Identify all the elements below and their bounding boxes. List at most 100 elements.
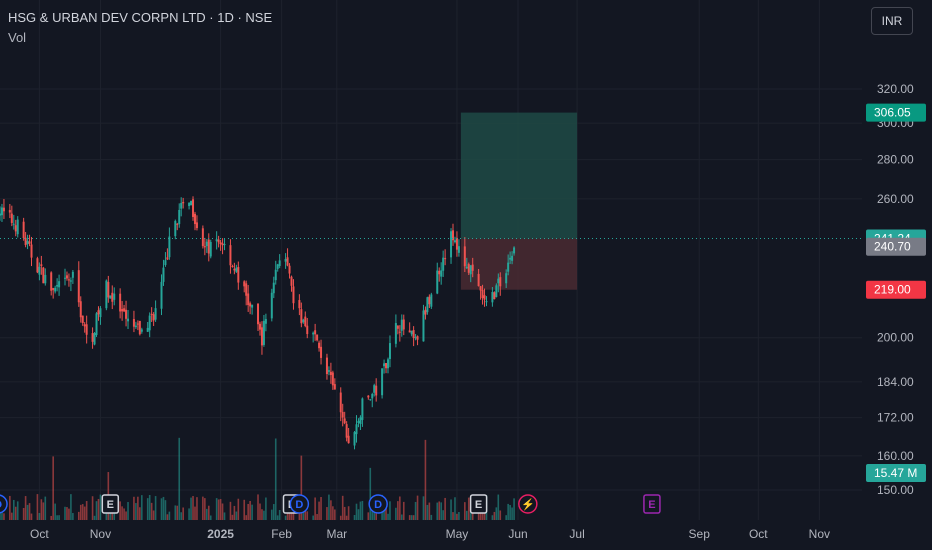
candle-body bbox=[385, 362, 388, 369]
event-marker-label: D bbox=[374, 499, 382, 511]
price-label-target-text: 306.05 bbox=[874, 106, 911, 120]
candle-body bbox=[471, 264, 474, 271]
volume-bar bbox=[12, 499, 15, 520]
candle-body bbox=[79, 301, 82, 318]
price-axis[interactable]: 320.00300.00280.00260.00200.00184.00172.… bbox=[866, 82, 926, 497]
event-marker-label: E bbox=[648, 499, 655, 511]
volume-bar bbox=[328, 494, 330, 520]
volume-bar bbox=[493, 511, 496, 520]
candle-body bbox=[284, 259, 287, 262]
volume-bar bbox=[245, 515, 247, 520]
dividend-marker bbox=[368, 494, 388, 514]
currency-button[interactable]: INR bbox=[871, 7, 913, 35]
volume-bar bbox=[300, 455, 303, 520]
candle-body bbox=[245, 283, 248, 296]
volume-bar bbox=[85, 501, 88, 520]
event-marker-label: ⚡ bbox=[521, 498, 535, 511]
volume-bar bbox=[367, 512, 370, 520]
candle-body bbox=[396, 325, 399, 329]
x-tick-label: Feb bbox=[271, 527, 292, 541]
candle-body bbox=[302, 319, 305, 323]
volume-bar bbox=[456, 513, 458, 520]
volume-bar bbox=[125, 511, 127, 520]
candle-body bbox=[477, 273, 480, 287]
volume-bar bbox=[58, 515, 60, 520]
volume-bar bbox=[150, 502, 153, 520]
volume-bar bbox=[135, 503, 137, 520]
candle-body bbox=[513, 247, 516, 254]
chart-title: HSG & URBAN DEV CORPN LTD · 1D · NSE bbox=[8, 10, 273, 25]
candle-body bbox=[426, 297, 429, 313]
position-tool[interactable] bbox=[460, 112, 578, 290]
volume-bar bbox=[259, 503, 261, 520]
candle-body bbox=[22, 221, 25, 238]
volume-bar bbox=[357, 509, 360, 520]
candle-body bbox=[231, 265, 234, 267]
x-tick-label: Oct bbox=[30, 527, 49, 541]
volume-bar bbox=[160, 498, 163, 520]
candle-body bbox=[345, 424, 348, 438]
volume-bar bbox=[513, 498, 515, 520]
candle-body bbox=[410, 330, 413, 335]
volume-bar bbox=[316, 514, 318, 520]
event-markers[interactable]: DEEDDE⚡E bbox=[0, 494, 661, 514]
candle-body bbox=[166, 257, 169, 260]
candle-body bbox=[430, 294, 433, 307]
candle-body bbox=[495, 285, 498, 297]
volume-indicator-label[interactable]: Vol bbox=[8, 30, 27, 45]
x-tick-label: Oct bbox=[749, 527, 768, 541]
volume-bar bbox=[152, 510, 155, 520]
candlesticks[interactable] bbox=[0, 196, 516, 450]
candle-body bbox=[138, 320, 141, 335]
candle-body bbox=[312, 332, 315, 335]
volume-bar bbox=[387, 513, 389, 520]
volume-bar bbox=[286, 512, 289, 520]
event-marker-label: E bbox=[107, 499, 114, 511]
price-label-target bbox=[866, 103, 926, 122]
volume-bar bbox=[410, 515, 413, 520]
candle-body bbox=[28, 241, 31, 244]
candle-body bbox=[123, 308, 126, 312]
volume-bar bbox=[26, 504, 29, 520]
volume-bar bbox=[235, 511, 238, 520]
volume-bar bbox=[408, 515, 411, 520]
volume-bar bbox=[11, 512, 13, 520]
volume-bar bbox=[345, 515, 348, 520]
candle-body bbox=[298, 300, 301, 309]
candle-body bbox=[235, 267, 238, 272]
candle-body bbox=[333, 384, 336, 390]
volume-bar bbox=[326, 507, 328, 520]
candle-body bbox=[83, 324, 86, 327]
volume-bar bbox=[123, 508, 125, 520]
candle-body bbox=[288, 265, 291, 274]
volume-bar bbox=[204, 498, 206, 520]
candle-body bbox=[140, 329, 143, 332]
time-axis[interactable]: Oct Nov 2025 Feb Mar May Jun Jul Sep Oct Nov bbox=[30, 527, 830, 541]
x-tick-label: Mar bbox=[326, 527, 347, 541]
candle-body bbox=[286, 257, 289, 266]
grid-lines bbox=[0, 0, 862, 520]
volume-bar bbox=[192, 496, 194, 520]
candle-body bbox=[453, 240, 456, 243]
volume-bar bbox=[223, 512, 226, 520]
candle-body bbox=[164, 260, 167, 266]
x-tick-label: Nov bbox=[809, 527, 830, 541]
candle-body bbox=[483, 295, 486, 300]
volume-bar bbox=[206, 508, 208, 520]
candle-body bbox=[327, 370, 330, 372]
candle-body bbox=[40, 264, 43, 267]
volume-bar bbox=[373, 506, 376, 520]
candle-body bbox=[54, 287, 57, 292]
candle-body bbox=[465, 266, 468, 269]
candle-body bbox=[24, 237, 27, 246]
candle-body bbox=[314, 330, 317, 335]
volume-bar bbox=[127, 502, 129, 520]
candle-body bbox=[260, 327, 263, 346]
candle-body bbox=[367, 395, 370, 398]
candle-body bbox=[416, 336, 419, 340]
candle-body bbox=[42, 267, 45, 284]
candle-body bbox=[400, 319, 403, 331]
split-marker bbox=[518, 494, 538, 514]
candle-body bbox=[394, 323, 397, 344]
